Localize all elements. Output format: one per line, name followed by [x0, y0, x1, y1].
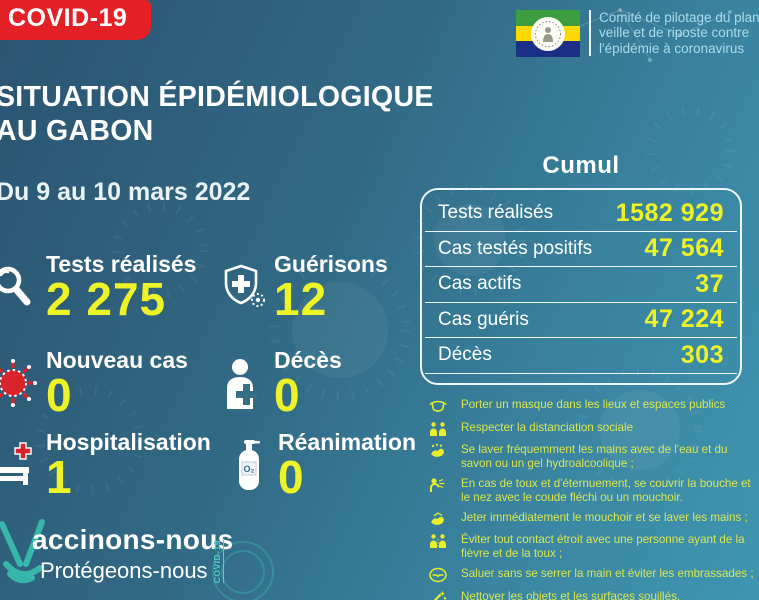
stat-label: Hospitalisation — [46, 429, 211, 455]
measure-text: Éviter tout contact étroit avec une pers… — [461, 533, 745, 560]
oxygen-tank-icon: O₂ — [226, 438, 272, 492]
stat-hospitalisation: Hospitalisation 1 — [0, 429, 211, 504]
clean-surfaces-icon — [428, 590, 448, 600]
stat-value: 0 — [274, 369, 301, 422]
cumul-row-value: 47 224 — [644, 305, 724, 334]
cumul-row-label: Cas actifs — [438, 273, 522, 295]
mask-icon — [428, 398, 448, 414]
cumul-row-actifs: Cas actifs 37 — [425, 267, 737, 303]
throw-tissue-icon — [428, 511, 448, 527]
cumul-title: Cumul — [542, 152, 620, 179]
stat-guerisons: Guérisons 12 — [222, 251, 388, 326]
stat-reanimation: O₂ Réanimation 0 — [226, 429, 417, 504]
report-period: Du 9 au 10 mars 2022 — [0, 178, 251, 206]
committee-block: Comité de pilotage du plan de veille et … — [516, 10, 759, 57]
no-handshake-icon — [428, 567, 448, 583]
stat-value: 0 — [278, 451, 305, 504]
protegeons-text: Protégeons-nous — [40, 558, 208, 583]
list-item: Se laver fréquemment les mains avec de l… — [428, 443, 758, 470]
page-title-line1: SITUATION ÉPIDÉMIOLOGIQUE — [0, 81, 434, 113]
stat-value: 1 — [46, 451, 73, 504]
person-cross-icon — [222, 357, 268, 410]
stat-value: 12 — [274, 273, 328, 326]
measure-text: En cas de toux et d'éternuement, se couv… — [461, 476, 751, 504]
svg-text:O₂: O₂ — [244, 464, 255, 474]
measure-text: Se laver fréquemment les mains avec de l… — [461, 443, 728, 470]
gabon-emblem-icon — [531, 16, 565, 51]
list-item: Respecter la distanciation sociale — [428, 421, 758, 437]
committee-text: Comité de pilotage du plan de veille et … — [589, 10, 759, 56]
list-item: Nettoyer les objets et les surfaces soui… — [428, 590, 758, 600]
cumul-row-deces: Décès 303 — [425, 338, 737, 374]
covid19-badge: COVID-19 — [0, 0, 152, 40]
gabon-flag-logo — [516, 10, 580, 57]
measure-text: Saluer sans se serrer la main et éviter … — [461, 567, 754, 581]
measure-text: Porter un masque dans les lieux et espac… — [461, 398, 726, 411]
cumul-row-positifs: Cas testés positifs 47 564 — [425, 232, 737, 267]
cumul-row-value: 47 564 — [644, 234, 724, 263]
victory-hand-icon — [0, 518, 56, 597]
cumul-row-label: Cas testés positifs — [438, 237, 593, 259]
cumul-row-value: 303 — [680, 340, 724, 369]
shield-cross-icon — [222, 262, 268, 312]
vaccinons-text: accinons-nous — [32, 524, 234, 555]
page-title: SITUATION ÉPIDÉMIOLOGIQUE AU GABON — [0, 80, 434, 148]
stat-value: 0 — [46, 369, 73, 422]
cumul-table: Tests réalisés 1582 929 Cas testés posit… — [420, 188, 742, 385]
stat-label: Tests réalisés — [46, 251, 197, 277]
stat-tests-realises: Tests réalisés 2 275 — [0, 251, 197, 326]
magnifier-icon — [0, 263, 40, 311]
cumul-row-label: Tests réalisés — [438, 202, 554, 224]
stat-label: Décès — [274, 347, 342, 373]
stat-deces: Décès 0 — [222, 347, 342, 422]
list-item: Jeter immédiatement le mouchoir et se la… — [428, 511, 758, 527]
stat-label: Guérisons — [274, 251, 388, 277]
cumul-row-value: 37 — [695, 269, 724, 298]
cumul-row-label: Décès — [438, 344, 492, 366]
list-item: Saluer sans se serrer la main et éviter … — [428, 567, 758, 583]
wash-hands-icon — [428, 443, 448, 459]
measure-text: Jeter immédiatement le mouchoir et se la… — [461, 510, 748, 524]
stat-label: Réanimation — [278, 429, 417, 455]
cumul-row-gueris: Cas guéris 47 224 — [425, 303, 737, 338]
stat-nouveau-cas: Nouveau cas 0 — [0, 347, 188, 422]
measure-text: Nettoyer les objets et les surfaces soui… — [461, 589, 681, 600]
avoid-contact-icon — [428, 533, 448, 549]
cumul-row-label: Cas guéris — [438, 308, 529, 330]
vaccinons-nous-logo: accinons-nous Protégeons-nous COVID-19 — [0, 516, 240, 600]
page-title-line2: AU GABON — [0, 115, 154, 148]
virus-icon — [0, 357, 40, 409]
list-item: Porter un masque dans les lieux et espac… — [428, 398, 758, 414]
covid19-vertical-tag: COVID-19 — [212, 540, 224, 584]
prevention-measures-list: Porter un masque dans les lieux et espac… — [428, 398, 758, 600]
list-item: Éviter tout contact étroit avec une pers… — [428, 533, 758, 560]
list-item: En cas de toux et d'éternuement, se couv… — [428, 477, 758, 504]
social-distance-icon — [428, 421, 448, 437]
cumul-row-tests: Tests réalisés 1582 929 — [425, 196, 737, 232]
covid19-badge-label: COVID-19 — [8, 4, 128, 32]
measure-text: Respecter la distanciation sociale — [461, 420, 634, 434]
hospital-bed-icon — [0, 439, 40, 491]
sneeze-icon — [428, 477, 448, 493]
stat-label: Nouveau cas — [46, 347, 188, 373]
cumul-row-value: 1582 929 — [615, 198, 724, 227]
stat-value: 2 275 — [46, 273, 167, 326]
